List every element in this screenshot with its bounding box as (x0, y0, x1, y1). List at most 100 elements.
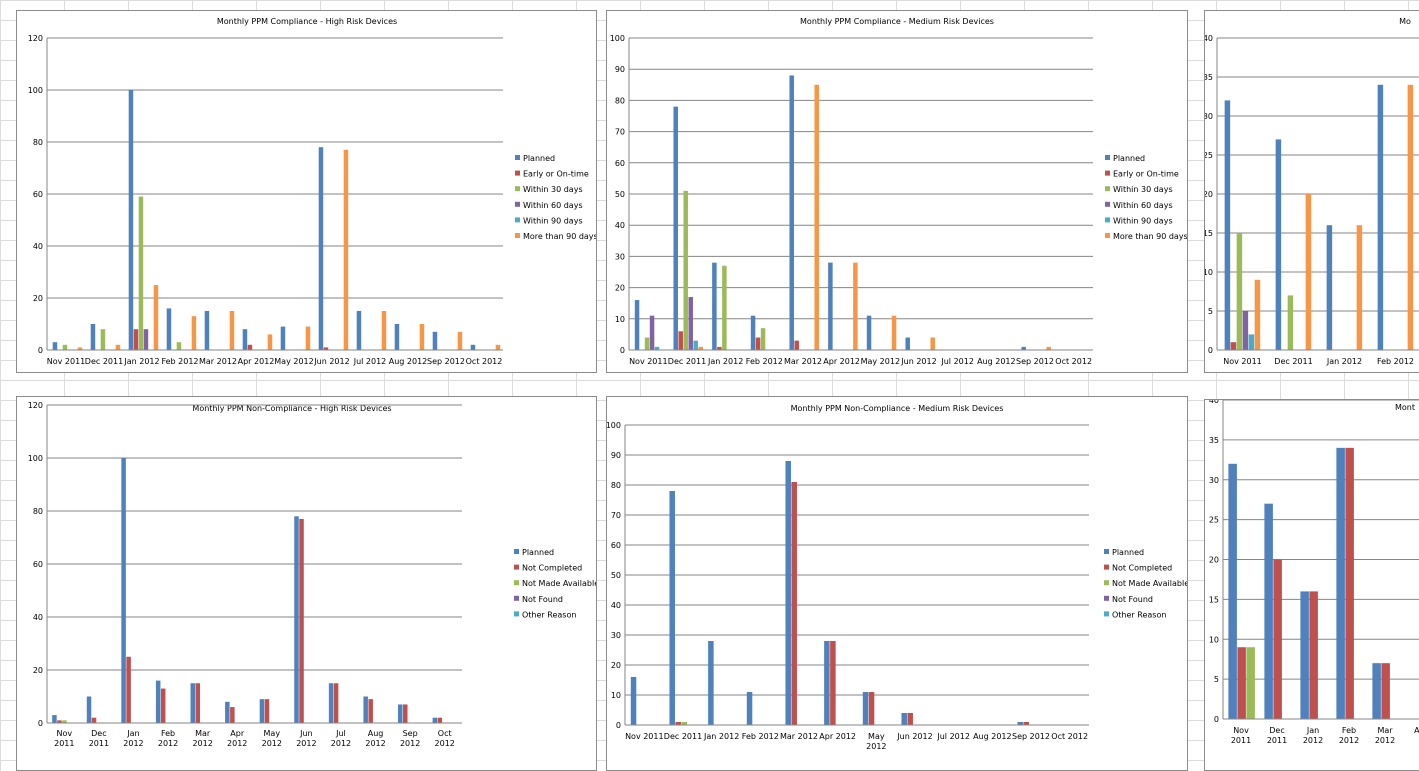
y-tick-label: 0 (1214, 715, 1219, 724)
bar-series-0-jan-2012 (1300, 591, 1309, 719)
bar-not-completed-sep-2012 (1023, 722, 1029, 725)
legend-swatch-within-90-days (515, 217, 520, 223)
chart-compliance-partial: Mo 0 5 10 15 20 25 30 35 40 Nov 2011 Dec 2011 Jan 20… (1205, 17, 1419, 366)
bar-planned-mar-2012 (190, 683, 196, 723)
legend-swatch-not-made-available (1104, 580, 1109, 586)
bar-planned-may-2012 (259, 699, 265, 723)
legend-swatch-planned (1105, 155, 1110, 160)
chart-panel-noncompliance-partial[interactable]: Mont 0 5 10 15 20 25 30 35 40 Nov 2011 Dec 2011 Jan 201… (1204, 399, 1419, 771)
legend-label-planned: Planned (523, 154, 555, 163)
chart-title: Monthly PPM Compliance - High Risk Devic… (217, 17, 397, 26)
bar-within-90-days-dec-2011 (693, 340, 698, 350)
y-tick-label: 60 (33, 560, 43, 569)
legend-swatch-within-30-days (1105, 186, 1110, 192)
y-tick-label: 15 (1209, 595, 1219, 604)
y-tick-label: 80 (611, 481, 621, 490)
chart-panel-compliance-high[interactable]: Monthly PPM Compliance - High Risk Devic… (16, 10, 597, 373)
bar-not-completed-apr-2012 (830, 641, 836, 725)
y-tick-label: 30 (1209, 476, 1219, 485)
bar-series-2-dec-2011 (1287, 295, 1294, 350)
chart-noncompliance-medium: Monthly PPM Non-Compliance - Medium Risk… (607, 404, 1188, 751)
bar-series-0-jan-2012 (1326, 225, 1333, 350)
y-tick-label: 90 (611, 451, 621, 460)
bar-early-or-on-time-jun-2012 (323, 347, 329, 350)
x-tick-label: Oct 2012 (435, 729, 455, 748)
chart-panel-noncompliance-high[interactable]: Monthly PPM Non-Compliance - High Risk D… (16, 396, 597, 771)
x-tick-label: Sep 2012 (400, 729, 420, 748)
x-tick-label: Nov 2011 (1231, 726, 1251, 745)
legend-label-more-than-90-days: More than 90 days (523, 232, 597, 241)
chart-panel-compliance-partial[interactable]: Mo 0 5 10 15 20 25 30 35 40 Nov 2011 Dec 2011 Jan 20… (1204, 10, 1419, 373)
bar-planned-dec-2011 (673, 106, 678, 350)
bar-not-completed-dec-2011 (675, 722, 681, 725)
bar-not-completed-nov-2011 (57, 720, 62, 723)
bar-within-90-days-nov-2011 (654, 346, 660, 350)
bar-early-or-on-time-apr-2012 (247, 344, 253, 350)
legend-swatch-not-found (1104, 595, 1109, 601)
x-tick-label: Oct 2012 (1055, 357, 1092, 366)
x-tick-label: Jan 2012 (1303, 726, 1323, 745)
bar-planned-jan-2012 (712, 262, 717, 350)
bar-not-completed-dec-2011 (91, 717, 97, 723)
y-tick-label: 20 (33, 666, 43, 675)
y-tick-label: 50 (611, 571, 621, 580)
y-tick-label: 30 (611, 631, 621, 640)
bar-series-0-feb-2012 (1336, 447, 1345, 719)
bar-within-30-days-feb-2012 (176, 342, 182, 350)
legend-label-not-made-available: Not Made Available (1112, 579, 1188, 588)
bar-planned-apr-2012 (242, 329, 248, 350)
bar-planned-nov-2011 (634, 300, 640, 350)
y-tick-label: 0 (38, 346, 43, 355)
chart-compliance-medium: Monthly PPM Compliance - Medium Risk Dev… (610, 17, 1187, 366)
legend-label-not-found: Not Found (1112, 595, 1153, 604)
x-tick-label: Nov 2011 (629, 357, 668, 366)
x-tick-label: Nov 2011 (54, 729, 74, 748)
y-tick-label: 80 (33, 507, 43, 516)
legend-swatch-not-completed (514, 564, 519, 570)
bar-planned-may-2012 (280, 326, 286, 350)
bar-more-than-90-days-jun-2012 (930, 337, 935, 350)
legend-label-within-30-days: Within 30 days (1113, 185, 1173, 194)
legend-swatch-within-30-days (515, 186, 520, 192)
bar-not-completed-sep-2012 (403, 704, 408, 723)
bar-planned-nov-2011 (52, 342, 58, 350)
bar-series-2-nov-2011 (1236, 233, 1243, 350)
bar-more-than-90-days-feb-2012 (191, 316, 197, 350)
legend-label-other-reason: Other Reason (522, 610, 576, 619)
y-tick-label: 10 (615, 315, 625, 324)
y-tick-label: 20 (33, 294, 43, 303)
bar-not-completed-mar-2012 (791, 482, 797, 725)
chart-panel-noncompliance-medium[interactable]: Monthly PPM Non-Compliance - Medium Risk… (606, 396, 1188, 771)
x-tick-label: Jan 2012 (707, 357, 743, 366)
x-tick-label: Jun 2012 (296, 729, 316, 748)
x-tick-label: Dec 2011 (85, 357, 123, 366)
chart-panel-compliance-medium[interactable]: Monthly PPM Compliance - Medium Risk Dev… (606, 10, 1188, 373)
y-tick-label: 120 (28, 401, 43, 410)
y-tick-label: 10 (1209, 635, 1219, 644)
x-tick-label: Jan 2012 (1326, 357, 1362, 366)
legend-label-within-90-days: Within 90 days (523, 216, 583, 225)
bar-within-30-days-dec-2011 (683, 190, 688, 350)
x-tick-label: May 2012 (861, 357, 900, 366)
bar-within-60-days-nov-2011 (649, 315, 655, 350)
x-tick-label: Jul 2012 (331, 729, 351, 748)
y-tick-label: 5 (1214, 675, 1219, 684)
bar-planned-jun-2012 (905, 337, 910, 350)
x-tick-label: Jul 2012 (353, 357, 387, 366)
bar-series-0-nov-2011 (1228, 463, 1237, 719)
legend-swatch-not-completed (1104, 564, 1109, 570)
chart-compliance-high: Monthly PPM Compliance - High Risk Devic… (28, 17, 597, 366)
y-tick-label: 50 (615, 190, 625, 199)
y-tick-label: 10 (611, 691, 621, 700)
y-tick-label: 40 (615, 221, 625, 230)
bar-series-0-nov-2011 (1224, 100, 1231, 351)
x-tick-label: Feb 2012 (1339, 726, 1359, 745)
bar-series-0-dec-2011 (1264, 503, 1273, 719)
bar-more-than-90-days-oct-2012 (495, 344, 501, 350)
legend-swatch-within-60-days (1105, 201, 1110, 207)
bar-planned-oct-2012 (470, 344, 476, 350)
bar-more-than-90-days-sep-2012 (1046, 346, 1051, 350)
bar-planned-aug-2012 (394, 324, 400, 350)
y-tick-label: 5 (1208, 307, 1213, 316)
y-tick-label: 30 (615, 252, 625, 261)
